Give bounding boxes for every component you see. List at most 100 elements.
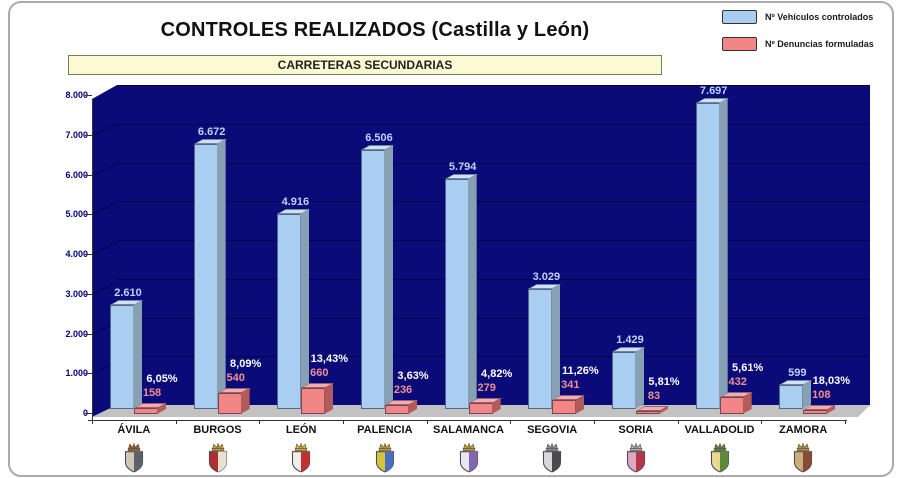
vehiculos-bar-front (779, 385, 804, 409)
category-label: SORIA (618, 424, 654, 436)
x-axis-tick (594, 420, 595, 424)
percent-label: 5,81% (648, 375, 680, 388)
chart-title: CONTROLES REALIZADOS (Castilla y León) (160, 19, 590, 41)
denuncias-bar-front (301, 387, 326, 414)
vehiculos-bar-side (217, 139, 226, 409)
category-label: VALLADOLID (684, 424, 755, 436)
y-axis-tick-label: 0 (48, 408, 88, 418)
denuncias-bar-side (575, 395, 584, 414)
denuncias-value-label: 432 (728, 375, 747, 388)
vehiculos-bar-side (719, 98, 728, 409)
y-axis-tick-label: 5.000 (65, 209, 88, 220)
y-axis-tick-label: 7.000 (65, 129, 88, 140)
denuncias-bar-front (217, 392, 242, 414)
side-gridline (92, 162, 118, 175)
percent-label: 4,82% (481, 367, 513, 380)
chart-subtitle: CARRETERAS SECUNDARIAS (277, 58, 453, 72)
shield-icon (623, 441, 649, 473)
percent-label: 18,03% (812, 374, 850, 387)
y-axis-line (92, 99, 93, 421)
percent-label: 13,43% (310, 352, 348, 365)
gridline (117, 123, 870, 125)
x-axis-line (88, 420, 847, 421)
vehiculos-bar-front (110, 305, 134, 409)
x-axis-tick (761, 420, 763, 424)
x-axis-tick (259, 420, 261, 424)
denuncias-bar-side (408, 400, 417, 414)
shield-icon (790, 441, 816, 473)
y-axis-tick (85, 293, 92, 295)
y-axis-tick (85, 95, 92, 96)
vehiculos-bar-front (612, 352, 636, 409)
y-axis-tick (85, 134, 92, 136)
x-axis-tick (677, 420, 679, 424)
x-axis-tick (175, 420, 177, 424)
y-axis-tick-label: 1.000 (65, 368, 88, 379)
vehiculos-value-label: 7.697 (699, 85, 728, 98)
x-axis-tick (343, 420, 344, 424)
category-label: LEÓN (285, 424, 317, 436)
vehiculos-bar-side (468, 174, 477, 409)
category-label: SEGOVIA (527, 424, 578, 436)
shield-icon (707, 441, 733, 473)
denuncias-value-label: 540 (226, 371, 245, 384)
shield-icon (372, 441, 398, 473)
shield-icon (539, 441, 565, 473)
denuncias-value-label: 279 (477, 381, 496, 394)
y-axis-tick (85, 174, 92, 176)
shield-icon (288, 441, 314, 473)
vehiculos-bar-front (361, 150, 385, 409)
y-axis-tick (85, 333, 92, 335)
denuncias-bar-front (636, 410, 660, 414)
category-label: ZAMORA (779, 424, 828, 436)
denuncias-value-label: 83 (647, 389, 661, 402)
percent-label: 6,05% (146, 372, 178, 385)
vehiculos-value-label: 6.672 (197, 125, 226, 138)
legend-swatch-denuncias (722, 37, 757, 51)
gridline (117, 317, 870, 319)
gridline (117, 162, 870, 164)
legend-item-denuncias: Nº Denuncias formuladas (722, 37, 874, 51)
denuncias-value-label: 660 (310, 366, 329, 379)
gridline (117, 240, 870, 241)
vehiculos-bar-side (384, 145, 393, 409)
chart-subtitle-box: CARRETERAS SECUNDARIAS (68, 55, 662, 75)
y-axis-tick (85, 254, 92, 255)
vehiculos-bar-side (551, 284, 560, 409)
denuncias-value-label: 108 (812, 388, 831, 401)
legend-swatch-vehiculos (722, 10, 757, 24)
denuncias-bar-side (157, 403, 166, 414)
side-gridline (92, 83, 118, 96)
denuncias-value-label: 341 (561, 379, 580, 392)
vehiculos-value-label: 5.794 (448, 160, 477, 173)
vehiculos-bar-side (133, 300, 142, 409)
x-axis-tick (426, 420, 428, 424)
denuncias-value-label: 158 (142, 386, 162, 399)
x-axis-tick (845, 420, 846, 424)
gridline (117, 85, 870, 86)
vehiculos-bar-side (635, 347, 644, 409)
vehiculos-bar-front (193, 143, 218, 409)
category-label: SALAMANCA (433, 424, 504, 436)
vehiculos-value-label: 599 (788, 367, 807, 380)
denuncias-bar-front (719, 396, 744, 414)
denuncias-bar-front (134, 407, 158, 414)
side-gridline (92, 123, 118, 136)
vehiculos-value-label: 6.506 (365, 132, 393, 145)
shield-icon (456, 441, 482, 473)
y-axis-tick (85, 413, 92, 414)
category-label: BURGOS (193, 424, 242, 436)
y-axis-tick-label: 6.000 (65, 169, 88, 180)
denuncias-bar-front (468, 402, 493, 414)
denuncias-bar-front (385, 404, 409, 414)
category-label: ÁVILA (117, 424, 151, 436)
category-label: PALENCIA (357, 424, 413, 436)
percent-label: 8,09% (230, 357, 262, 370)
vehiculos-bar-front (277, 213, 302, 409)
denuncias-bar-side (743, 392, 752, 414)
vehiculos-value-label: 3.029 (532, 270, 561, 283)
percent-label: 3,63% (397, 369, 429, 382)
denuncias-bar-front (803, 409, 828, 414)
legend: Nº Vehículos controlados Nº Denuncias fo… (722, 10, 874, 64)
